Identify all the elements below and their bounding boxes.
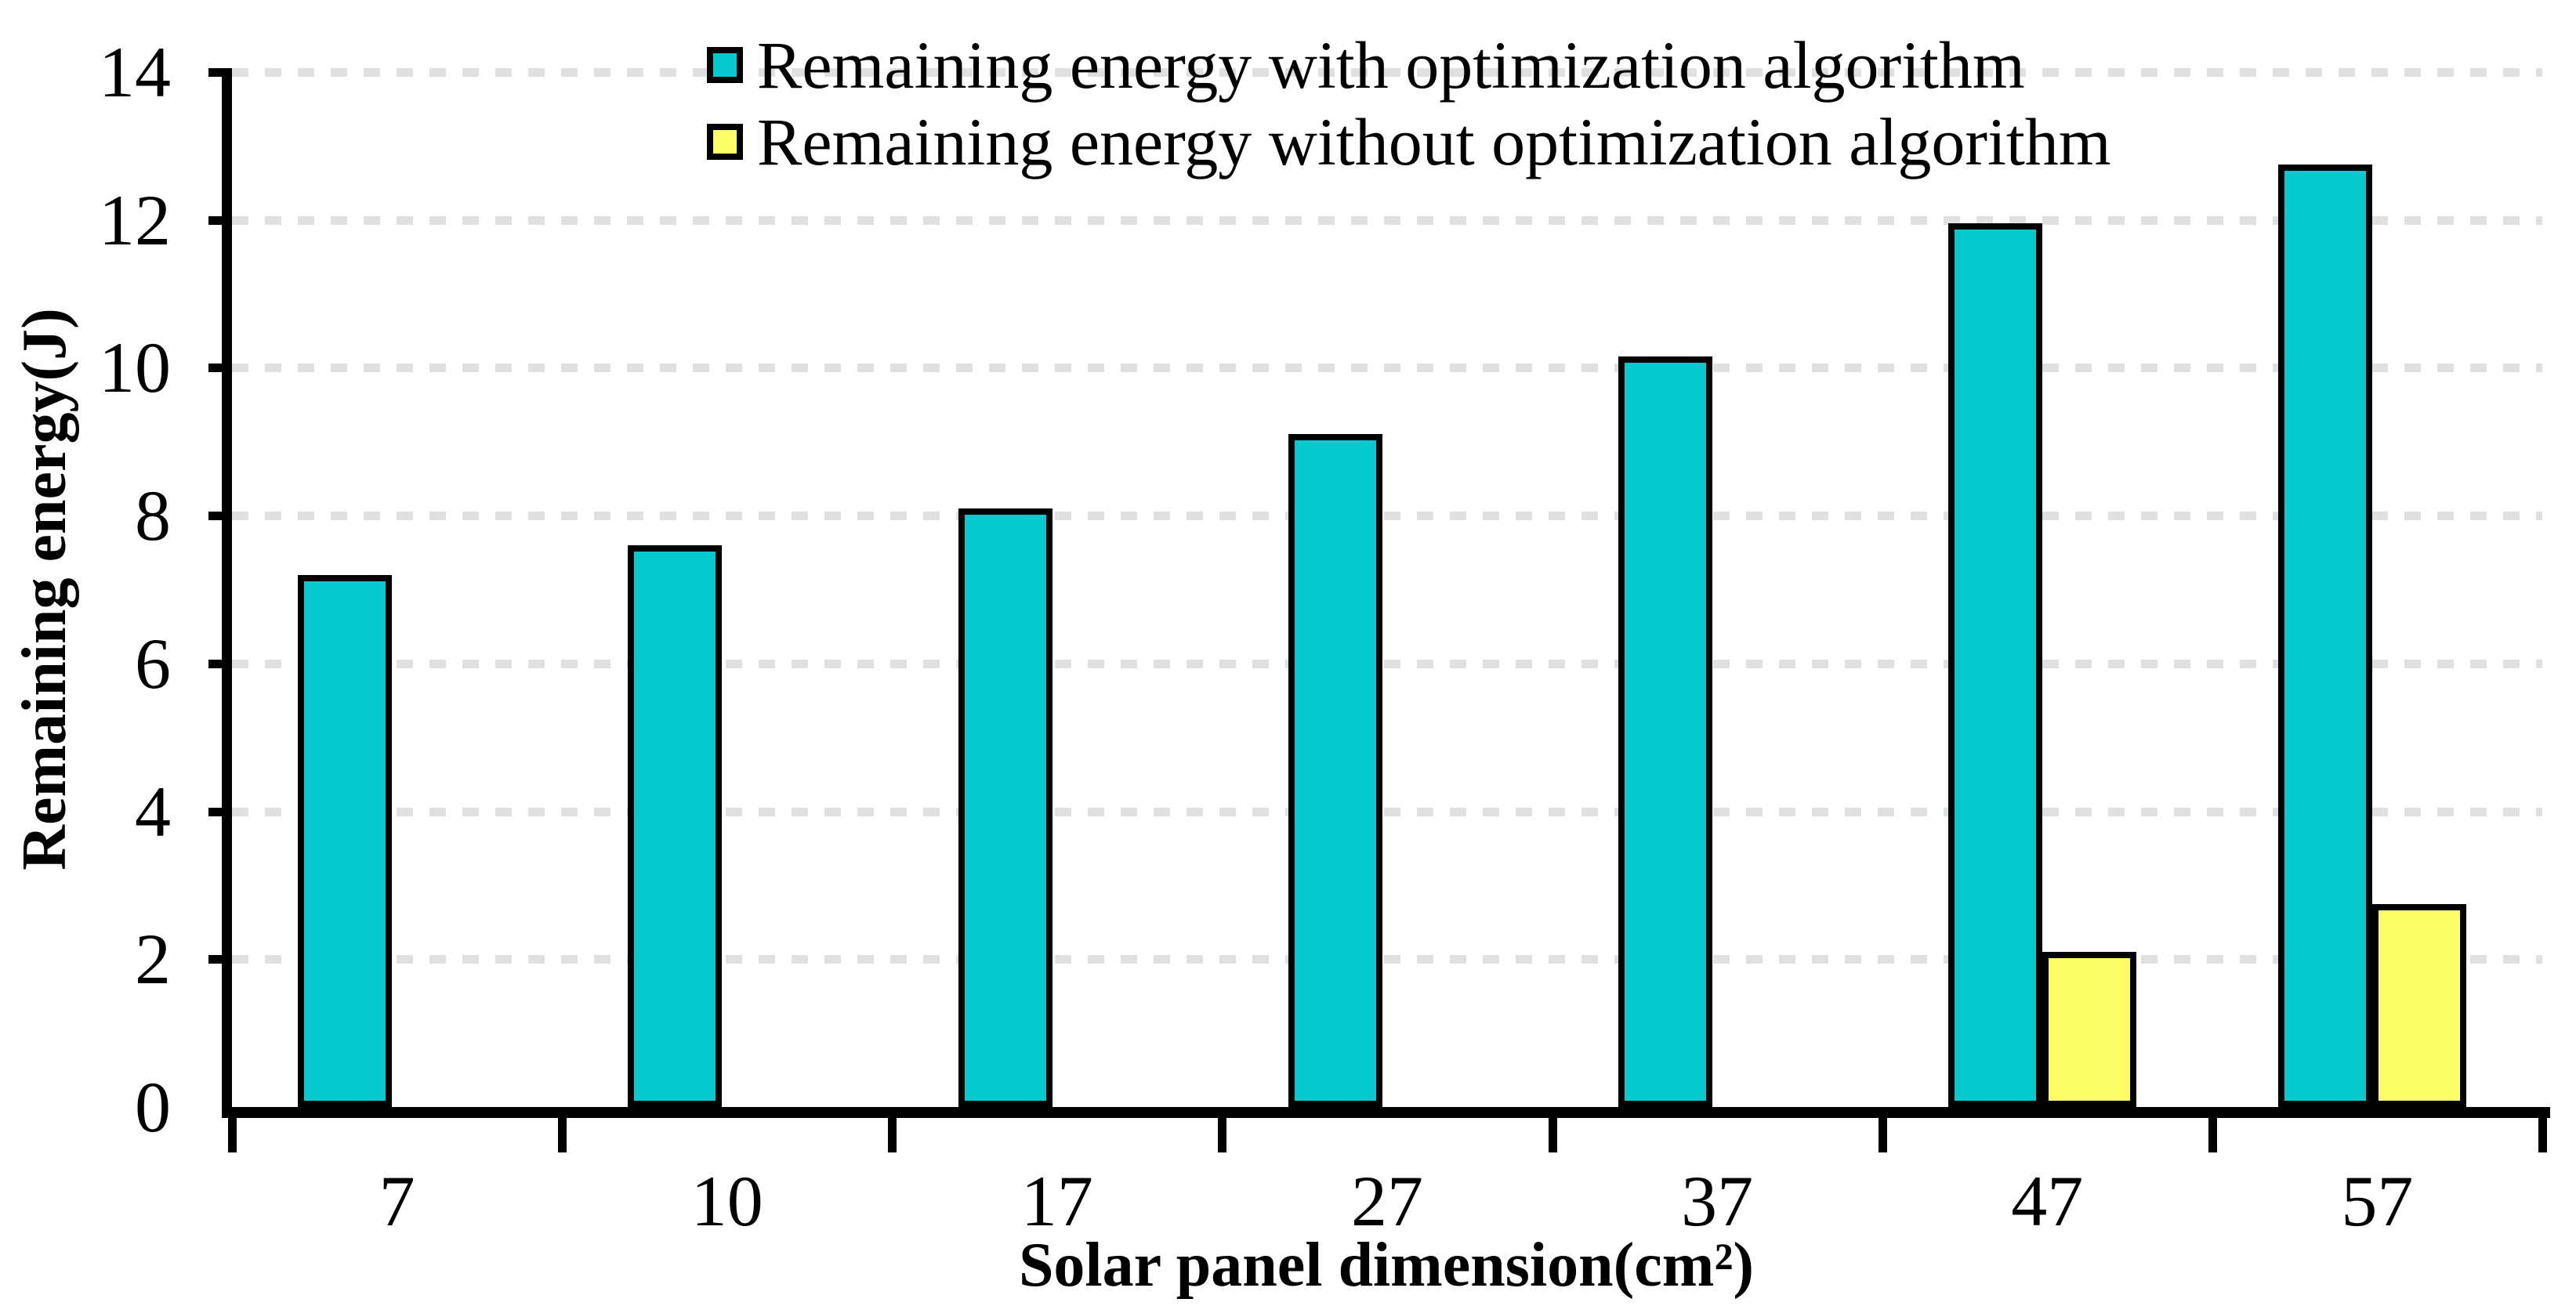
- y-tick-label: 0: [135, 1067, 171, 1147]
- gridline: [232, 68, 2542, 77]
- y-tick: [208, 215, 230, 225]
- y-tick-label: 10: [99, 327, 171, 408]
- bar-without-optimization-57: [2372, 903, 2467, 1107]
- x-tick: [2538, 1118, 2547, 1152]
- y-tick: [208, 364, 230, 373]
- y-tick: [208, 512, 230, 521]
- legend-swatch-yellow: [707, 124, 743, 160]
- x-axis-title: Solar panel dimension(cm²): [1018, 1231, 1755, 1300]
- bar-with-optimization-57: [2278, 164, 2373, 1107]
- gridline: [232, 659, 2542, 668]
- legend-item-without-optimization: Remaining energy without optimization al…: [707, 105, 2111, 179]
- y-tick: [208, 68, 230, 77]
- bar-with-optimization-47: [1947, 223, 2042, 1107]
- y-tick: [208, 807, 230, 816]
- legend: Remaining energy with optimization algor…: [707, 28, 2111, 179]
- y-tick: [208, 955, 230, 964]
- y-tick-label: 14: [99, 32, 171, 112]
- legend-label: Remaining energy with optimization algor…: [757, 27, 2025, 103]
- x-tick: [888, 1118, 897, 1152]
- x-tick-label: 10: [690, 1161, 763, 1241]
- y-tick-label: 2: [135, 919, 171, 1000]
- x-tick: [1218, 1118, 1227, 1152]
- x-tick-label: 47: [2011, 1161, 2084, 1241]
- gridline: [232, 955, 2542, 964]
- x-tick-label: 7: [379, 1161, 415, 1241]
- y-tick-label: 4: [135, 771, 171, 852]
- x-tick: [2208, 1118, 2217, 1152]
- gridline: [232, 512, 2542, 521]
- bar-without-optimization-47: [2042, 951, 2136, 1107]
- bar-with-optimization-27: [1288, 434, 1382, 1107]
- gridline: [232, 364, 2542, 373]
- bar-with-optimization-17: [958, 508, 1053, 1107]
- x-tick-label: 27: [1350, 1161, 1423, 1241]
- legend-swatch-teal: [707, 47, 743, 83]
- x-tick: [1878, 1118, 1887, 1152]
- gridline: [232, 215, 2542, 225]
- x-tick: [228, 1118, 237, 1152]
- x-tick-label: 37: [1681, 1161, 1754, 1241]
- x-axis-line: [222, 1107, 2550, 1118]
- gridline: [232, 807, 2542, 816]
- legend-item-with-optimization: Remaining energy with optimization algor…: [707, 28, 2111, 102]
- x-tick: [558, 1118, 567, 1152]
- y-tick-label: 12: [99, 179, 171, 260]
- y-axis-title: Remaining energy(J): [10, 308, 79, 870]
- legend-label: Remaining energy without optimization al…: [757, 104, 2111, 179]
- x-tick-label: 57: [2341, 1161, 2414, 1241]
- y-tick: [208, 659, 230, 668]
- x-tick: [1548, 1118, 1557, 1152]
- y-axis-line: [222, 68, 232, 1118]
- x-tick-label: 17: [1020, 1161, 1093, 1241]
- bar-with-optimization-7: [298, 574, 393, 1107]
- bar-with-optimization-10: [628, 544, 723, 1107]
- y-tick-label: 8: [135, 476, 171, 556]
- y-tick-label: 6: [135, 623, 171, 704]
- bar-with-optimization-37: [1618, 356, 1712, 1107]
